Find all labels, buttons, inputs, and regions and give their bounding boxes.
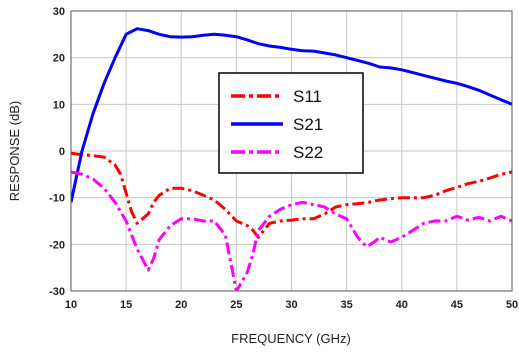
plot-frame xyxy=(70,10,513,292)
legend-label-s21: S21 xyxy=(293,115,323,134)
legend-label-s11: S11 xyxy=(293,87,322,106)
x-tick-label: 20 xyxy=(175,299,187,311)
x-tick-label: 50 xyxy=(506,299,518,311)
x-tick-label: 10 xyxy=(65,299,77,311)
legend: S11 S21 S22 xyxy=(218,72,364,174)
y-tick-label: 0 xyxy=(59,146,65,158)
x-ticks: 10 15 20 25 30 35 40 45 50 xyxy=(65,299,518,311)
legend-items: S11 S21 S22 xyxy=(231,87,323,162)
y-axis-label: RESPONSE (dB) xyxy=(7,101,22,201)
x-tick-label: 25 xyxy=(230,299,242,311)
x-tick-label: 40 xyxy=(396,299,408,311)
y-tick-label: 30 xyxy=(53,6,65,18)
x-tick-label: 15 xyxy=(120,299,132,311)
y-tick-label: 10 xyxy=(53,99,65,111)
x-tick-label: 45 xyxy=(451,299,463,311)
y-ticks: -30 -20 -10 0 10 20 30 xyxy=(49,6,65,298)
x-tick-label: 35 xyxy=(341,299,353,311)
y-tick-label: 20 xyxy=(53,53,65,65)
y-tick-label: -30 xyxy=(49,286,65,298)
series-line-s22 xyxy=(71,170,512,291)
series-line-s21 xyxy=(71,27,512,203)
y-tick-label: -20 xyxy=(49,239,65,251)
y-tick-label: -10 xyxy=(49,193,65,205)
series-lines xyxy=(71,27,512,291)
x-tick-label: 30 xyxy=(285,299,297,311)
series-line-s11 xyxy=(71,151,512,239)
x-axis-label: FREQUENCY (GHz) xyxy=(231,331,351,346)
legend-label-s22: S22 xyxy=(293,143,323,162)
